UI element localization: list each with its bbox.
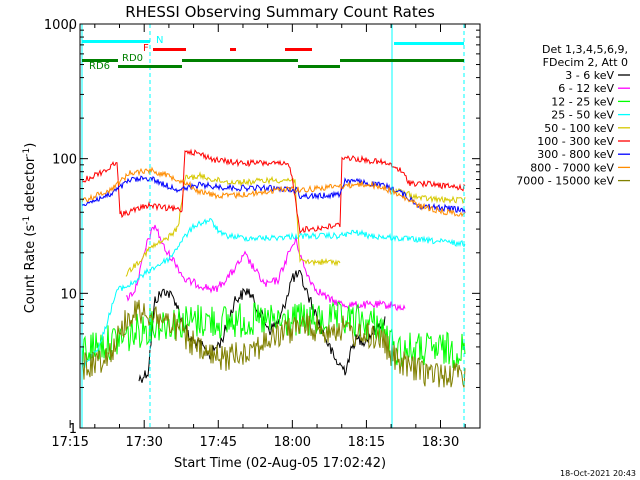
x-tick-label-5: 18:15 [348, 435, 385, 450]
plot-frame [79, 23, 481, 429]
flag-label-rd0: RD0 [122, 53, 143, 64]
timestamp: 18-Oct-2021 20:43 [560, 469, 636, 478]
legend-header-line-1: Det 1,3,4,5,6,9, [542, 43, 628, 56]
flag-bar-5 [285, 48, 312, 51]
y-tick-label-3: 100 [52, 153, 77, 168]
series-line-9 [81, 299, 466, 388]
y-axis-label-suffix: ) [23, 143, 38, 148]
y-tick-label-4: 1000 [44, 18, 77, 33]
flag-bar-7 [118, 65, 182, 68]
legend-entry-7: 300 - 800 keV [537, 148, 614, 161]
legend-entry-4: 25 - 50 keV [551, 109, 614, 122]
flag-bar-1 [82, 40, 150, 43]
flag-bar-4 [230, 48, 236, 51]
y-axis-label-mid: detector [23, 156, 38, 216]
x-tick-label-2: 17:30 [125, 435, 162, 450]
flag-bar-10 [340, 59, 464, 62]
flag-label-f: F [143, 43, 149, 54]
flag-bar-8 [182, 59, 298, 62]
chart-title: RHESSI Observing Summary Count Rates [125, 3, 435, 21]
y-axis-label: Count Rate (s-1 detector-1) [22, 143, 38, 314]
axes-layer: 1 10 100 1000 17:15 17:30 17:45 18:00 18:15 18:30 [44, 18, 481, 450]
x-tick-label-1: 17:15 [51, 435, 88, 450]
y-axis-label-sup1: -1 [22, 216, 32, 225]
flag-label-n: N [156, 35, 163, 46]
flag-bar-2 [394, 42, 464, 45]
series-line-5 [125, 171, 466, 277]
x-axis-label: Start Time (02-Aug-05 17:02:42) [174, 456, 386, 471]
legend-header-line-2: FDecim 2, Att 0 [543, 56, 628, 69]
plot-data-layer [81, 148, 466, 388]
x-tick-label-4: 18:00 [274, 435, 311, 450]
legend-entry-9: 7000 - 15000 keV [516, 175, 614, 188]
legend-entry-3: 12 - 25 keV [551, 95, 614, 108]
flag-bar-9 [298, 65, 340, 68]
x-tick-label-6: 18:30 [422, 435, 459, 450]
legend-entry-6: 100 - 300 keV [537, 135, 614, 148]
y-axis-label-prefix: Count Rate (s [23, 225, 38, 314]
legend-entry-1: 3 - 6 keV [565, 69, 614, 82]
flag-label-rd6: RD6 [89, 61, 110, 72]
flag-bar-3 [153, 48, 186, 51]
legend-entry-2: 6 - 12 keV [558, 82, 614, 95]
y-axis-label-sup2: -1 [22, 148, 32, 157]
flag-bar-6 [82, 59, 118, 62]
series-line-4 [81, 217, 466, 369]
series-line-6 [81, 148, 466, 235]
y-tick-label-2: 10 [60, 287, 77, 302]
x-tick-label-3: 17:45 [200, 435, 237, 450]
legend-entry-5: 50 - 100 keV [544, 122, 614, 135]
series-line-8 [81, 166, 466, 218]
y-tick-label-1: 1 [69, 422, 77, 437]
legend-entry-8: 800 - 7000 keV [530, 161, 614, 174]
